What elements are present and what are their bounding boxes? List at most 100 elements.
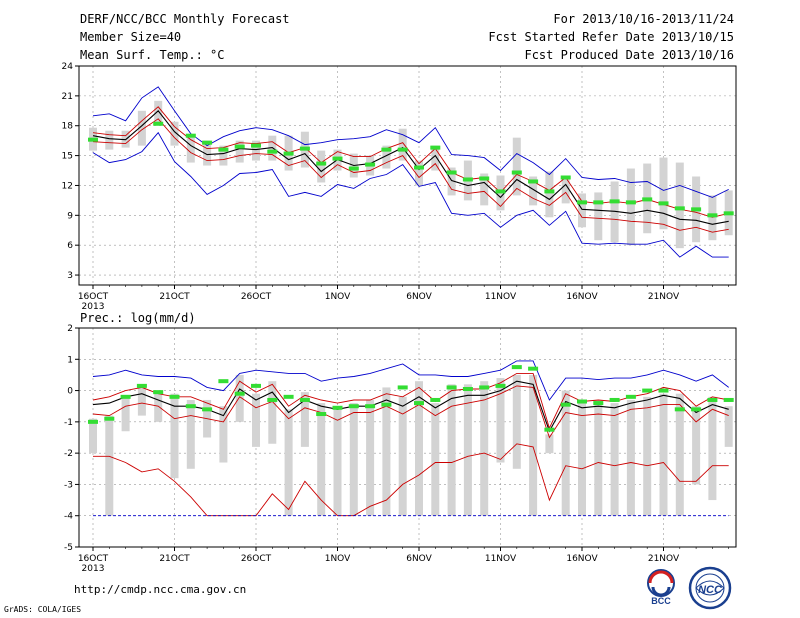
precip-obs-marker xyxy=(658,388,669,393)
precip-xtick-label: 16OCT xyxy=(78,554,109,564)
precip-ytick-label: -4 xyxy=(64,512,73,522)
precip-obs-marker xyxy=(625,394,636,399)
source-url[interactable]: http://cmdp.ncc.cma.gov.cn xyxy=(74,583,247,596)
precip-ytick-label: -1 xyxy=(64,418,73,428)
temp-box xyxy=(105,130,114,150)
temp-obs-marker xyxy=(658,201,669,206)
precip-box xyxy=(349,403,358,516)
temp-xtick-label: 21NOV xyxy=(648,292,680,302)
precip-box xyxy=(447,384,456,516)
temp-box xyxy=(398,128,407,161)
variable-label: Mean Surf. Temp.: °C xyxy=(80,48,225,62)
temp-xtick-label: 21OCT xyxy=(159,292,190,302)
precip-obs-marker xyxy=(691,407,702,412)
precip-box xyxy=(529,374,538,516)
precip-xtick-label: 1NOV xyxy=(325,554,351,564)
temp-box xyxy=(317,150,326,183)
precip-obs-marker xyxy=(560,402,571,407)
temp-box xyxy=(219,145,228,166)
precip-obs-marker xyxy=(381,402,392,407)
precip-box xyxy=(626,399,635,516)
temp-obs-marker xyxy=(625,200,636,205)
precip-box xyxy=(463,384,472,516)
precip-box xyxy=(235,374,244,422)
precip-obs-marker xyxy=(267,397,278,402)
precip-obs-marker xyxy=(414,401,424,406)
temp-obs-marker xyxy=(202,140,213,145)
temp-obs-marker xyxy=(479,176,490,181)
temp-box xyxy=(480,173,489,206)
precip-box xyxy=(545,434,554,454)
temp-box xyxy=(529,176,538,206)
precip-box xyxy=(561,390,570,516)
temp-obs-marker xyxy=(577,200,587,205)
temp-obs-marker xyxy=(511,170,522,175)
precip-obs-marker xyxy=(153,390,164,395)
temp-obs-marker xyxy=(560,175,571,180)
temp-obs-marker xyxy=(348,166,359,171)
precip-box xyxy=(300,392,309,447)
temp-box xyxy=(512,137,521,196)
temp-obs-marker xyxy=(397,147,408,152)
precip-box xyxy=(170,393,179,479)
temp-box xyxy=(431,145,440,171)
temp-obs-marker xyxy=(283,151,294,156)
precip-series-max xyxy=(92,360,729,401)
temp-obs-marker xyxy=(723,211,734,216)
precip-obs-marker xyxy=(365,404,376,409)
precip-obs-marker xyxy=(593,401,604,406)
precip-obs-marker xyxy=(104,416,115,421)
temp-ytick-label: 24 xyxy=(62,62,74,72)
temp-box xyxy=(415,160,423,186)
precip-plot-frame xyxy=(78,327,737,548)
precip-box xyxy=(578,399,586,516)
precip-ytick-label: -2 xyxy=(64,449,73,459)
temp-box xyxy=(561,179,570,204)
temp-obs-marker xyxy=(691,207,702,212)
temp-xtick-label: 26OCT xyxy=(241,292,272,302)
precip-obs-marker xyxy=(185,404,196,409)
temp-obs-marker xyxy=(544,189,555,194)
precip-obs-marker xyxy=(88,419,98,424)
forecast-period-label: For 2013/10/16-2013/11/24 xyxy=(553,12,734,26)
precip-obs-marker xyxy=(169,394,180,399)
precip-box xyxy=(154,393,163,422)
temp-obs-marker xyxy=(593,200,604,205)
precip-obs-marker xyxy=(251,383,261,388)
precip-obs-marker xyxy=(511,365,522,370)
temp-box xyxy=(578,193,586,228)
temp-box xyxy=(675,162,684,249)
precip-series-mean xyxy=(92,380,729,433)
temp-obs-marker xyxy=(414,165,424,170)
precip-obs-marker xyxy=(707,397,718,402)
temp-obs-marker xyxy=(332,156,343,161)
temp-box xyxy=(186,135,195,163)
precip-box xyxy=(284,409,293,516)
temp-xtick-label: 11NOV xyxy=(485,292,517,302)
temp-series-upper xyxy=(92,106,729,218)
precip-box xyxy=(333,406,342,516)
precip-box xyxy=(675,393,684,516)
svg-text:NCC: NCC xyxy=(698,584,723,596)
precip-obs-marker xyxy=(234,391,245,396)
precip-xtick-label: 21NOV xyxy=(648,554,680,564)
temp-obs-marker xyxy=(528,179,539,184)
temp-box xyxy=(708,195,717,241)
temp-xtick-label: 1NOV xyxy=(325,292,351,302)
grads-credit: GrADS: COLA/IGES xyxy=(4,605,82,614)
precip-box xyxy=(496,378,505,463)
precip-box xyxy=(480,381,489,516)
temp-box xyxy=(137,110,146,146)
precip-box xyxy=(643,396,652,516)
precip-obs-marker xyxy=(397,385,408,390)
precip-box xyxy=(219,406,228,463)
precip-xtick-label: 21OCT xyxy=(159,554,190,564)
precip-box xyxy=(708,396,717,501)
temp-obs-marker xyxy=(707,213,718,218)
precip-xtick-year: 2013 xyxy=(82,564,105,574)
temp-obs-marker xyxy=(299,146,310,151)
temp-ytick-label: 6 xyxy=(67,241,73,251)
temp-box xyxy=(235,140,244,163)
precip-obs-marker xyxy=(283,394,294,399)
